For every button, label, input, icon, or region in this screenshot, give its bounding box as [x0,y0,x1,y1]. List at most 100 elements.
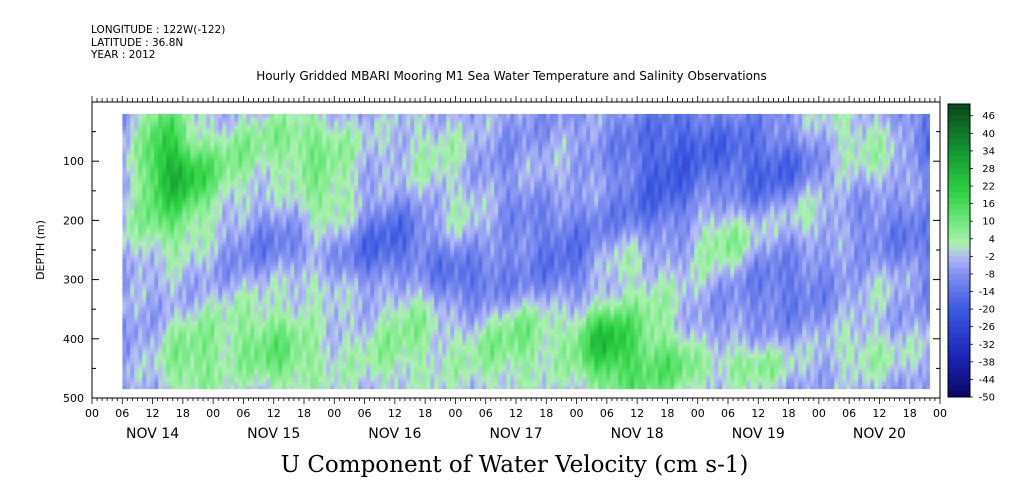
field-cell [246,314,251,319]
field-cell [206,286,211,291]
field-cell [182,218,187,223]
field-cell [250,150,255,155]
field-cell [182,382,187,387]
field-cell [158,290,163,295]
field-cell [234,230,239,235]
field-cell [126,358,131,363]
field-cell [174,218,179,223]
field-cell [226,234,231,239]
field-cell [206,226,211,231]
field-cell [226,202,231,207]
field-cell [138,206,143,211]
field-cell [186,246,191,251]
field-cell [210,246,215,251]
field-cell [146,302,151,307]
field-cell [158,294,163,299]
field-cell [134,218,139,223]
field-cell [134,174,139,179]
field-cell [250,146,255,151]
field-cell [198,202,203,207]
field-cell [182,142,187,147]
field-cell [210,274,215,279]
field-cell [214,250,219,255]
field-cell [222,358,227,363]
field-cell [186,214,191,219]
field-cell [222,326,227,331]
field-cell [138,118,143,123]
field-cell [198,362,203,367]
field-cell [246,298,251,303]
field-cell [134,178,139,183]
field-cell [210,266,215,271]
field-cell [134,262,139,267]
field-cell [222,334,227,339]
field-cell [222,174,227,179]
field-cell [202,230,207,235]
field-cell [166,142,171,147]
field-cell [222,202,227,207]
field-cell [182,282,187,287]
field-cell [242,378,247,383]
field-cell [158,278,163,283]
field-cell [130,266,135,271]
field-cell [250,270,255,275]
field-cell [138,122,143,127]
field-cell [238,114,243,119]
field-cell [126,250,131,255]
field-cell [170,234,175,239]
field-cell [246,286,251,291]
field-cell [162,242,167,247]
field-cell [234,350,239,355]
field-cell [170,166,175,171]
field-cell [178,262,183,267]
field-cell [238,154,243,159]
field-cell [194,266,199,271]
field-cell [190,314,195,319]
field-cell [242,334,247,339]
field-cell [158,234,163,239]
field-cell [218,342,223,347]
field-cell [218,242,223,247]
field-cell [218,162,223,167]
field-cell [150,334,155,339]
field-cell [154,278,159,283]
field-cell [242,326,247,331]
field-cell [134,214,139,219]
field-cell [138,198,143,203]
field-cell [190,290,195,295]
field-cell [238,278,243,283]
field-cell [202,370,207,375]
field-cell [162,154,167,159]
field-cell [198,226,203,231]
field-cell [206,362,211,367]
field-cell [234,198,239,203]
field-cell [238,138,243,143]
field-cell [190,166,195,171]
field-cell [162,386,167,391]
field-cell [214,142,219,147]
field-cell [126,362,131,367]
field-cell [158,374,163,379]
field-cell [242,114,247,119]
field-cell [138,142,143,147]
field-cell [214,306,219,311]
field-cell [218,210,223,215]
field-cell [146,330,151,335]
field-cell [242,354,247,359]
field-cell [174,242,179,247]
field-cell [238,174,243,179]
field-cell [198,238,203,243]
field-cell [158,354,163,359]
heatmap-chart: 100200300400500 00 06 12 18 00 06 12 18 00 06 12 18… [0,0,1009,504]
field-cell [194,334,199,339]
field-cell [166,358,171,363]
field-cell [186,262,191,267]
field-cell [226,154,231,159]
field-cell [146,114,151,119]
field-cell [146,238,151,243]
field-cell [218,358,223,363]
field-cell [178,114,183,119]
field-cell [142,186,147,191]
field-cell [234,122,239,127]
field-cell [138,306,143,311]
